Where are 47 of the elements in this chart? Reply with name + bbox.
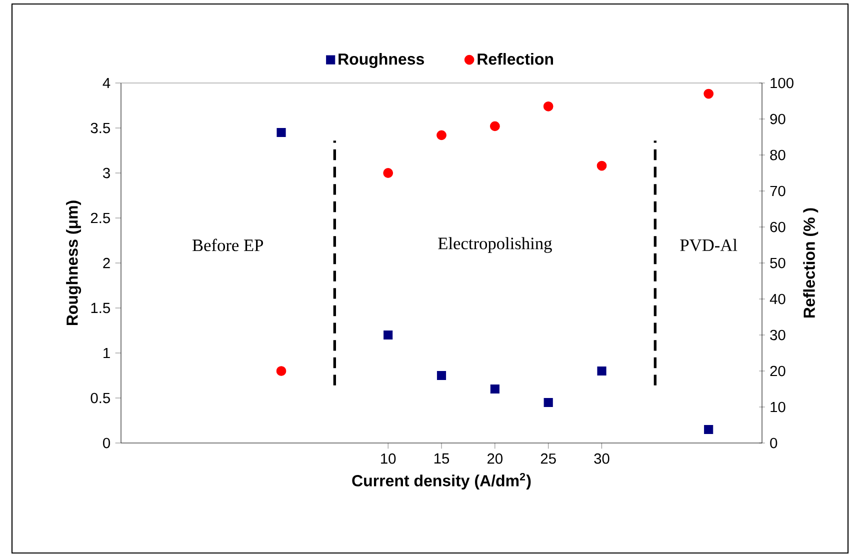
y2-tick-label: 90	[770, 114, 786, 124]
point	[543, 101, 554, 112]
point	[384, 330, 393, 340]
y2-tick-label: 40	[770, 294, 786, 304]
point	[436, 370, 446, 380]
point	[276, 128, 286, 138]
y-tick-label: 4	[102, 78, 110, 88]
point	[704, 88, 714, 99]
y-tick-label: 2	[103, 258, 110, 268]
x-tick-label: 15	[434, 453, 450, 464]
x-tick-label: 25	[540, 453, 556, 464]
y2-tick-label: 0	[770, 438, 778, 448]
x-tick-label: 20	[487, 453, 502, 464]
y-tick-label: 3.5	[90, 122, 110, 134]
point	[490, 384, 500, 394]
y-tick-label: 0	[103, 438, 110, 448]
annotation: Before EP	[192, 238, 264, 252]
y2-tick-label: 10	[770, 402, 786, 412]
point	[704, 424, 714, 434]
y-axis-title: Roughness (μm)	[66, 200, 82, 326]
y2-tick-label: 100	[770, 78, 794, 88]
x-axis-title: Current density (A/dm$^{2}$)	[352, 472, 531, 490]
y-tick-label: 3	[103, 168, 110, 178]
y-tick-label: 0.5	[90, 392, 110, 404]
y-tick-label: 1.5	[91, 302, 110, 314]
y-tick-label: 1	[104, 348, 110, 358]
y2-tick-label: 80	[770, 150, 786, 160]
y-tick-label: 2.5	[90, 212, 110, 224]
point	[544, 398, 553, 408]
point	[436, 130, 446, 140]
annotation: Electropolishing	[438, 237, 552, 253]
point	[383, 168, 394, 178]
annotation: PVD-Al	[680, 238, 738, 252]
point	[276, 366, 286, 376]
y2-tick-label: 60	[770, 222, 786, 232]
point	[596, 160, 607, 171]
legend-label: Roughness	[338, 53, 424, 68]
y2-tick-label: 70	[770, 186, 786, 196]
y2-axis-title: Reflection (% )	[803, 208, 818, 318]
y2-tick-label: 50	[770, 258, 786, 268]
point	[597, 366, 606, 376]
point	[490, 121, 500, 132]
x-tick-label: 30	[594, 453, 610, 464]
y2-tick-label: 30	[770, 330, 786, 340]
y2-tick-label: 20	[770, 366, 786, 376]
legend-label: Reflection	[478, 53, 554, 65]
x-tick-label: 10	[381, 453, 396, 464]
